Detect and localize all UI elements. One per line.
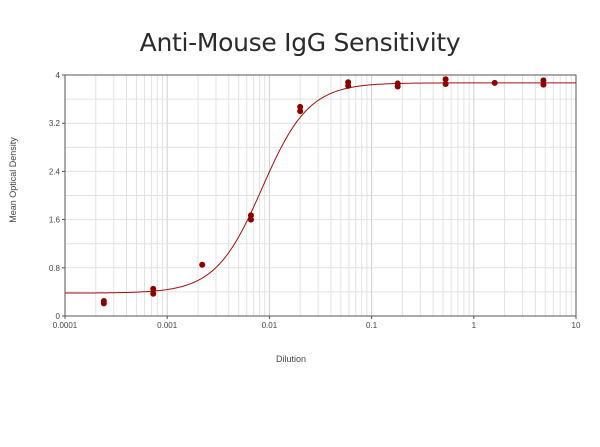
data-point <box>442 81 449 88</box>
y-tick-label: 0.8 <box>49 264 61 273</box>
data-point <box>540 77 547 84</box>
data-points <box>100 76 547 307</box>
data-point <box>297 108 304 115</box>
data-point <box>540 81 547 88</box>
y-tick-label: 0 <box>56 312 61 321</box>
plot-frame <box>64 74 577 317</box>
data-point <box>297 103 304 110</box>
y-tick-label: 1.6 <box>49 216 61 225</box>
data-point <box>247 212 254 219</box>
data-point <box>199 261 206 268</box>
y-tick-label: 4 <box>56 71 61 80</box>
chart-title: Anti-Mouse IgG Sensitivity <box>139 28 461 57</box>
data-point <box>150 285 157 292</box>
y-tick-label: 2.4 <box>49 167 61 176</box>
x-tick-label: 10 <box>572 321 581 330</box>
data-point <box>100 297 107 304</box>
x-tick-label: 0.1 <box>366 321 378 330</box>
axis-ticks: 0 0.8 1.6 2.4 3.2 4 0.0001 0.001 0.01 0.1 1 10 <box>49 71 581 330</box>
grid <box>64 74 576 317</box>
data-point <box>345 79 352 86</box>
x-tick-label: 0.01 <box>262 321 278 330</box>
data-point <box>491 79 498 86</box>
data-point <box>442 76 449 83</box>
y-tick-label: 3.2 <box>49 119 61 128</box>
y-axis-label: Mean Optical Density <box>8 137 18 223</box>
fit-curve <box>65 82 576 294</box>
x-tick-label: 0.0001 <box>53 321 78 330</box>
x-tick-label: 0.001 <box>157 321 178 330</box>
x-tick-label: 1 <box>472 321 477 330</box>
data-point <box>394 80 401 87</box>
data-point <box>150 290 157 297</box>
data-point <box>247 216 254 223</box>
